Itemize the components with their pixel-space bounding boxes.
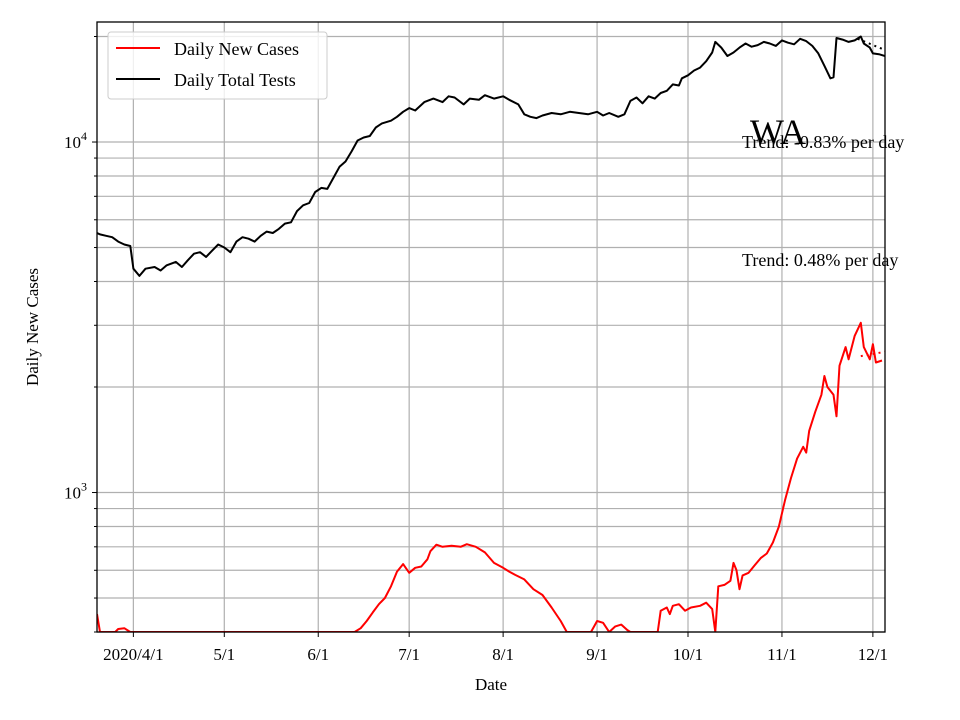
trend-line-tests <box>857 37 885 51</box>
x-tick-label: 2020/4/1 <box>103 645 163 664</box>
x-axis-label: Date <box>475 675 507 694</box>
series-line-cases <box>97 321 883 632</box>
x-tick-label: 12/1 <box>858 645 888 664</box>
x-tick-label: 10/1 <box>673 645 703 664</box>
legend-label-cases: Daily New Cases <box>174 39 299 59</box>
y-axis-label: Daily New Cases <box>23 268 42 386</box>
legend-box <box>107 31 328 100</box>
x-tick-label: 11/1 <box>767 645 797 664</box>
y-tick-label: 104 <box>64 129 87 152</box>
grid-layer <box>97 22 885 633</box>
legend-label-tests: Daily Total Tests <box>174 70 296 90</box>
x-tick-label: 8/1 <box>492 645 514 664</box>
legend: Daily New Cases Daily Total Tests <box>107 31 328 100</box>
x-tick-label: 6/1 <box>307 645 329 664</box>
trend-line-cases <box>860 350 885 358</box>
region-label: WA <box>750 112 806 152</box>
x-tick-label: 9/1 <box>586 645 608 664</box>
plot-frame <box>96 21 886 633</box>
ticks-layer: 103 104 2020/4/1 5/1 6/1 7/1 8/1 9/1 10/1 11/1 12/… <box>64 36 888 664</box>
trend-annotation-cases: Trend: 0.48% per day <box>742 250 898 270</box>
series-line-tests <box>97 35 885 277</box>
y-tick-label: 103 <box>64 480 87 503</box>
trend-annotation-tests: Trend: -0.83% per day <box>742 132 904 152</box>
x-tick-label: 7/1 <box>398 645 420 664</box>
x-tick-label: 5/1 <box>213 645 235 664</box>
series-layer <box>97 35 885 632</box>
